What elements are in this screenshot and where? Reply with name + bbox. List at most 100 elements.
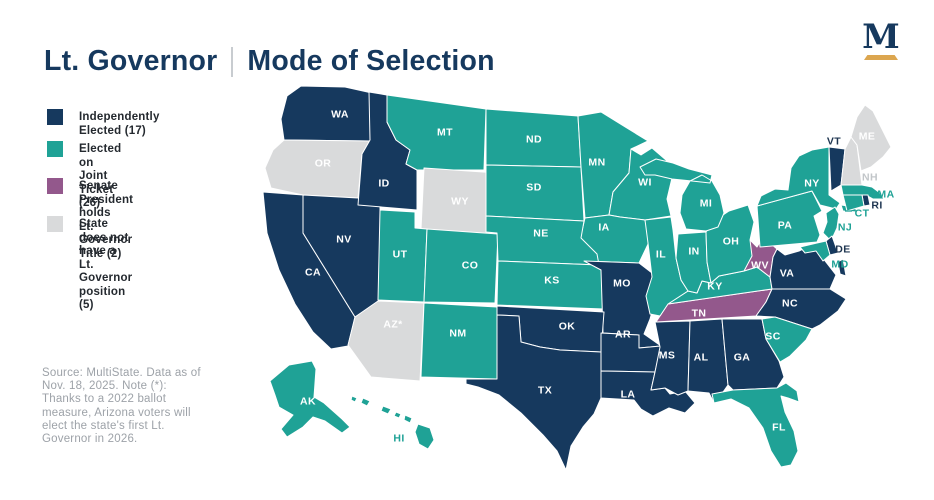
state-label-MD: MD [831,259,848,271]
state-label-OR: OR [315,158,332,170]
state-label-GA: GA [734,352,751,364]
state-label-NH: NH [862,172,878,184]
state-label-MS: MS [659,350,676,362]
state-label-ID: ID [378,178,389,190]
state-label-MI: MI [700,198,712,210]
state-label-MA: MA [877,189,894,201]
legend-item-senate: Senate President holds Lt. Governor Title… [47,178,133,261]
source-note-line: elect the state's first Lt. [42,419,165,432]
state-label-AK: AK [300,396,316,408]
logo-gold-bar-icon [864,55,898,60]
state-label-NY: NY [804,178,819,190]
state-label-WI: WI [638,177,652,189]
legend-label: Elected on Joint Ticket (26) [79,143,121,211]
legend-swatch-independent [47,109,63,125]
source-note: Source: MultiState. Data as of Nov. 18, 2… [42,367,242,446]
state-label-VT: VT [827,136,841,148]
state-label-TN: TN [692,308,707,320]
legend-swatch-senate [47,178,63,194]
state-label-VA: VA [780,268,795,280]
state-label-OH: OH [723,236,740,248]
state-label-UT: UT [393,249,408,261]
state-label-MN: MN [588,157,605,169]
source-note-line: Thanks to a 2022 ballot [42,393,167,406]
legend-label-line: Independently Elected (17) [79,111,160,137]
state-label-AL: AL [694,352,709,364]
state-label-NJ: NJ [838,222,852,234]
legend-item-none: State does not have a Lt. Governor positi… [47,216,132,313]
state-label-CO: CO [462,260,479,272]
state-label-SD: SD [526,182,541,194]
state-label-AZ: AZ* [383,319,403,331]
legend-label-line: Lt. Governor position (5) [79,258,133,312]
multistate-logo: M [860,20,902,60]
legend-label-line: Lt. Governor Title (2) [79,220,133,260]
state-NE [485,215,600,266]
logo-m-letter: M [862,17,900,57]
state-label-MO: MO [613,278,631,290]
title-divider [231,46,234,77]
state-NJ [822,206,840,242]
source-note-line: Nov. 18, 2025. Note (*): [42,380,167,393]
state-MI [639,158,725,232]
state-label-IL: IL [656,249,666,261]
state-label-CA: CA [305,267,321,279]
legend-label: State does not have a Lt. Governor positi… [79,218,132,313]
state-HI [350,395,435,450]
state-label-NE: NE [533,228,548,240]
state-label-ME: ME [859,131,876,143]
state-label-SC: SC [765,331,780,343]
state-WA [280,85,373,142]
state-TX [465,314,602,471]
legend-label-line: State does not have a [79,218,129,257]
state-ME [850,104,892,172]
source-note-line: measure, Arizona voters will [42,406,191,419]
state-label-ND: ND [526,134,542,146]
legend-label: Independently Elected (17) [79,111,160,138]
state-label-HI: HI [393,433,404,445]
state-label-PA: PA [778,220,793,232]
state-label-CT: CT [855,208,870,220]
state-MD [799,240,831,262]
source-note-line: Source: MultiState. Data as of [42,367,201,379]
state-FL [711,382,800,468]
state-label-NC: NC [782,298,798,310]
state-label-IA: IA [598,222,609,234]
legend-item-joint: Elected on Joint Ticket (26) [47,141,121,211]
state-label-FL: FL [772,422,786,434]
state-label-MT: MT [437,127,453,139]
state-label-KS: KS [544,275,559,287]
state-AR [600,332,662,373]
state-CT [842,194,865,212]
title-left: Lt. Governor [44,45,218,78]
legend-label-line: Senate President holds [79,180,134,219]
legend-label-line: Elected on Joint Ticket (26) [79,143,122,209]
state-label-NV: NV [336,234,351,246]
legend-swatch-joint [47,141,63,157]
state-CO [423,228,499,304]
state-SC [761,316,813,363]
state-NM [420,302,498,380]
state-label-WV: WV [751,260,769,272]
state-AK [269,360,351,438]
state-label-WA: WA [331,109,349,121]
state-label-OK: OK [559,321,576,333]
legend-swatch-none [47,216,63,232]
state-label-DE: DE [835,244,850,256]
state-label-RI: RI [871,200,882,212]
page-title: Lt. Governor Mode of Selection [44,45,495,78]
state-label-TX: TX [538,385,552,397]
state-label-LA: LA [621,389,636,401]
state-IL [644,216,689,317]
state-label-NM: NM [449,328,466,340]
state-MT [386,94,487,171]
legend-label: Senate President holds Lt. Governor Title… [79,180,133,261]
state-label-AR: AR [615,329,631,341]
state-label-WY: WY [451,196,469,208]
legend-item-independent: Independently Elected (17) [47,109,160,138]
source-note-line: Governor in 2026. [42,433,138,446]
state-label-KY: KY [707,281,722,293]
state-label-IN: IN [688,246,699,258]
